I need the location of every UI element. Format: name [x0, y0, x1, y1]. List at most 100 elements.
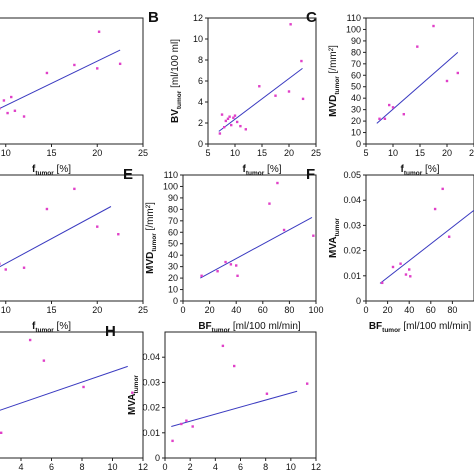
data-point — [441, 187, 444, 191]
x-tick-label: 15 — [46, 148, 56, 158]
data-point — [287, 90, 291, 93]
data-point — [220, 113, 224, 116]
data-point — [4, 268, 7, 271]
data-point — [200, 274, 203, 277]
x-tick-label: 20 — [284, 148, 294, 158]
plot-frame — [0, 331, 144, 459]
data-point — [391, 106, 395, 109]
data-point — [274, 94, 277, 97]
panel-label: B — [148, 9, 159, 26]
data-point — [239, 124, 242, 128]
y-tick-label: 0.02 — [142, 403, 160, 413]
x-tick-label: 8 — [263, 462, 268, 472]
panel-label: E — [123, 166, 133, 183]
x-axis-label: ftumor [%] — [32, 164, 71, 177]
x-tick-label: 80 — [447, 305, 457, 315]
data-point — [433, 207, 437, 211]
plot-frame — [0, 17, 144, 145]
y-axis-label: MVAtumor — [127, 375, 140, 415]
x-tick-label: 25 — [469, 148, 474, 158]
data-point — [282, 228, 286, 232]
y-tick-label: 0.03 — [142, 377, 160, 387]
data-point — [233, 114, 237, 117]
y-tick-label: 90 — [168, 193, 178, 203]
y-tick-label: 0 — [155, 453, 160, 463]
data-point — [185, 419, 188, 422]
regression-line — [0, 365, 128, 411]
x-tick-label: 20 — [92, 305, 102, 315]
panel-label: F — [306, 166, 315, 183]
data-point — [118, 62, 122, 66]
x-tick-label: 20 — [92, 148, 102, 158]
x-tick-label: 40 — [231, 305, 241, 315]
y-tick-label: 70 — [351, 59, 361, 69]
data-point — [383, 117, 387, 120]
x-axis-label: ftumor [%] — [32, 321, 71, 334]
regression-line — [0, 49, 121, 109]
x-tick-label: 10 — [1, 148, 11, 158]
data-point — [244, 128, 247, 131]
data-point — [236, 274, 239, 277]
x-axis-label: ftumor [%] — [401, 164, 440, 177]
y-tick-label: 0.04 — [142, 352, 160, 362]
x-tick-label: 40 — [404, 305, 414, 315]
x-tick-label: 15 — [46, 305, 56, 315]
y-tick-label: 60 — [351, 70, 361, 80]
panel-c: 5101520250102030405060708090100110Cftumo… — [306, 9, 474, 177]
x-tick-label: 25 — [138, 305, 148, 315]
y-tick-label: 100 — [346, 24, 361, 34]
data-point — [6, 111, 9, 115]
y-tick-label: 100 — [163, 181, 178, 191]
y-tick-label: 10 — [193, 34, 203, 44]
y-tick-label: 0.03 — [343, 220, 361, 230]
data-point — [235, 264, 238, 267]
y-tick-label: 80 — [168, 204, 178, 214]
data-point — [180, 422, 183, 426]
data-point — [218, 132, 222, 135]
panel-a: 5101520250102030405060708090100110ftumor… — [0, 17, 148, 177]
y-tick-label: 30 — [168, 262, 178, 272]
plot-frame — [164, 331, 317, 459]
data-point — [388, 103, 391, 107]
data-point — [73, 187, 76, 191]
data-point — [224, 119, 228, 123]
plot-frame — [207, 17, 317, 145]
x-tick-label: 6 — [49, 462, 54, 472]
y-tick-label: 60 — [168, 227, 178, 237]
plot-frame — [365, 17, 474, 145]
data-point — [301, 97, 305, 101]
data-point — [305, 382, 309, 385]
data-point — [265, 392, 269, 395]
data-point — [223, 126, 226, 129]
panel-label: H — [105, 323, 116, 340]
x-tick-label: 20 — [383, 305, 393, 315]
x-tick-label: 6 — [238, 462, 243, 472]
data-point — [312, 234, 315, 237]
x-axis-label: BFtumor [ml/100 ml/min] — [198, 321, 301, 334]
y-tick-label: 50 — [168, 239, 178, 249]
data-point — [232, 116, 235, 119]
data-point — [73, 63, 76, 67]
data-point — [82, 385, 85, 389]
data-point — [447, 235, 451, 238]
x-tick-label: 5 — [205, 148, 210, 158]
data-point — [300, 59, 303, 63]
data-point — [233, 364, 236, 368]
y-tick-label: 0.01 — [343, 271, 361, 281]
plot-frame — [182, 174, 317, 302]
x-tick-label: 10 — [286, 462, 296, 472]
data-point — [226, 117, 230, 120]
data-point — [171, 439, 174, 443]
x-axis-label: ftumor [%] — [243, 164, 282, 177]
y-tick-label: 40 — [168, 250, 178, 260]
x-axis-label: BFtumor [ml/100 ml/min] — [369, 321, 472, 334]
y-axis-label: MVDtumor [/mm²] — [328, 45, 341, 117]
y-tick-label: 70 — [168, 216, 178, 226]
x-tick-label: 2 — [188, 462, 193, 472]
data-point — [408, 268, 411, 271]
data-point — [381, 281, 384, 285]
y-tick-label: 2 — [198, 118, 203, 128]
y-tick-label: 110 — [164, 170, 178, 180]
data-point — [117, 233, 120, 236]
